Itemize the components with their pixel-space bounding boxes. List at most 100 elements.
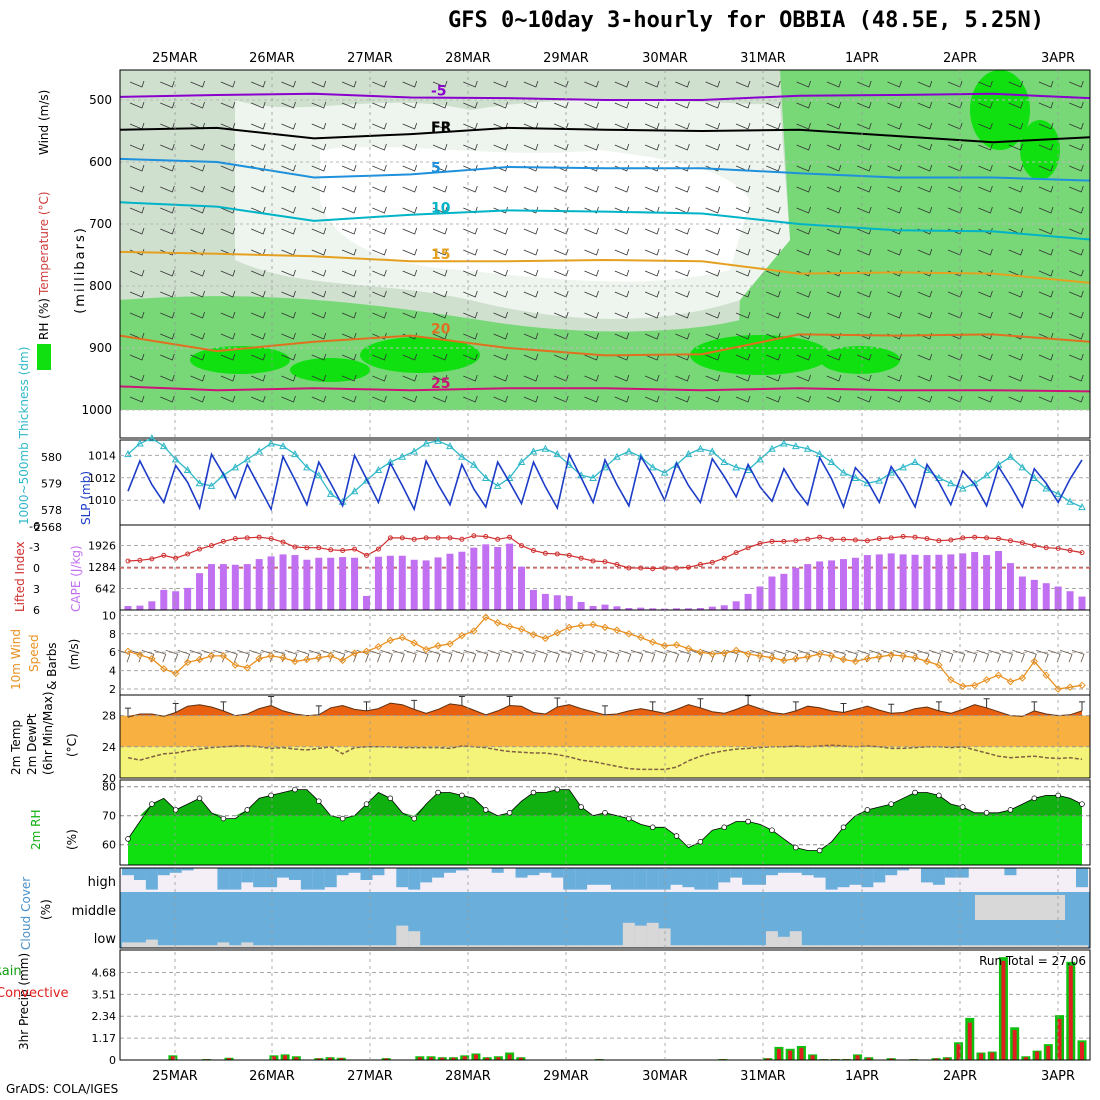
wind-barb [826, 227, 842, 235]
wind-barb-10m [582, 649, 596, 663]
wind-barb [129, 374, 145, 382]
wind-barb [311, 374, 327, 382]
wind-barb [432, 353, 448, 361]
li-point [996, 536, 1002, 542]
li-point [769, 538, 775, 544]
wind-speed-point [672, 641, 681, 649]
wind-barb [766, 395, 781, 403]
li-point [1067, 548, 1073, 553]
high-cloud-bar [670, 868, 683, 885]
temp-maxmin-whisker [268, 695, 275, 706]
wind-barb [220, 185, 236, 193]
cape-bar [279, 554, 287, 610]
wind-barb [644, 101, 660, 109]
thickness-point [875, 476, 884, 484]
wind-barb [705, 101, 721, 109]
precip-convective-bar [765, 1058, 770, 1060]
wind-barb [372, 353, 387, 361]
wind-barb [917, 101, 933, 109]
wind-speed-point [327, 652, 335, 660]
wind-barb-10m [308, 649, 322, 663]
wind-barb-10m [165, 649, 179, 663]
date-label-bottom: 31MAR [740, 1069, 786, 1084]
cape-bar [649, 608, 657, 610]
cape-bar [386, 555, 394, 610]
li-point [292, 544, 298, 550]
pressure-tick-label: 500 [89, 93, 112, 107]
wind-barb [796, 206, 811, 214]
wind-barb [1008, 395, 1024, 403]
wind-barb [190, 374, 205, 382]
wind-barb [978, 374, 993, 382]
low-cloud-bar [1028, 945, 1041, 948]
wind-barb [917, 206, 933, 214]
thickness-point [589, 473, 597, 481]
wind-barb [826, 248, 842, 256]
wind-barb [129, 164, 145, 172]
wind-speed-point [243, 664, 251, 672]
wind-speed-point [219, 652, 228, 660]
high-cloud-bar [801, 868, 814, 876]
wind-barb [887, 374, 902, 382]
precip-convective-bar [1001, 960, 1006, 1060]
wind-barb [251, 374, 266, 382]
wind-speed-point [267, 652, 275, 660]
low-cloud-bar [706, 945, 719, 948]
cape-bar [804, 564, 812, 610]
wind-barb [220, 269, 236, 277]
wind-speed-point [970, 681, 979, 690]
li-point [268, 536, 274, 542]
wind-barb [402, 122, 418, 130]
wind-barb-10m [642, 649, 656, 663]
high-cloud-bar [288, 868, 301, 880]
wind-barb [826, 143, 842, 151]
wind-barb [766, 290, 781, 298]
thickness-point [458, 452, 466, 460]
wind-speed-point [1030, 657, 1039, 666]
rh-point [673, 833, 680, 839]
rh-point [149, 801, 155, 807]
date-label-bottom: 25MAR [152, 1069, 198, 1084]
wind-barb [160, 143, 175, 151]
wind-barb [766, 311, 781, 319]
low-cloud-bar [551, 945, 564, 948]
wind-barb [705, 353, 721, 361]
wind-barb [493, 80, 508, 88]
high-cloud-bar [944, 868, 957, 878]
high-cloud-bar [360, 868, 373, 880]
wind-speed-point [541, 634, 550, 643]
wind-barb [190, 311, 205, 319]
wind-barb-10m [773, 649, 787, 663]
wind-barb [644, 248, 660, 256]
wind-barb [341, 185, 357, 193]
wind-barb [190, 80, 205, 88]
low-cloud-bar [825, 945, 838, 948]
wind-speed-point [911, 654, 919, 662]
wind-barb [735, 269, 751, 277]
wind-barb [796, 248, 811, 256]
thickness-point [243, 455, 252, 463]
wind-barb [675, 143, 690, 151]
wind-barb [341, 353, 357, 361]
thickness-point [493, 481, 502, 489]
date-label-bottom: 1APR [845, 1069, 879, 1084]
high-cloud-bar [885, 868, 898, 876]
chart-title: GFS 0~10day 3-hourly for OBBIA (48.5E, 5… [448, 8, 1045, 33]
low-cloud-bar [730, 945, 743, 948]
low-cloud-bar [348, 945, 361, 948]
wind-barb [675, 332, 690, 340]
wind-barb [675, 395, 690, 403]
wind-barb [614, 395, 630, 403]
wind-barb [463, 206, 478, 214]
precip-convective-bar [990, 1052, 995, 1060]
low-cloud-bar [145, 939, 158, 948]
wind-barb [1069, 164, 1084, 172]
wind-barb [675, 80, 690, 88]
wind-barb [675, 353, 690, 361]
high-cloud-bar [777, 868, 790, 873]
wind-barb [281, 101, 296, 109]
wind-barb-10m [332, 649, 346, 663]
wind-barb [341, 374, 357, 382]
temp-axis-label: (°C) [65, 733, 79, 757]
